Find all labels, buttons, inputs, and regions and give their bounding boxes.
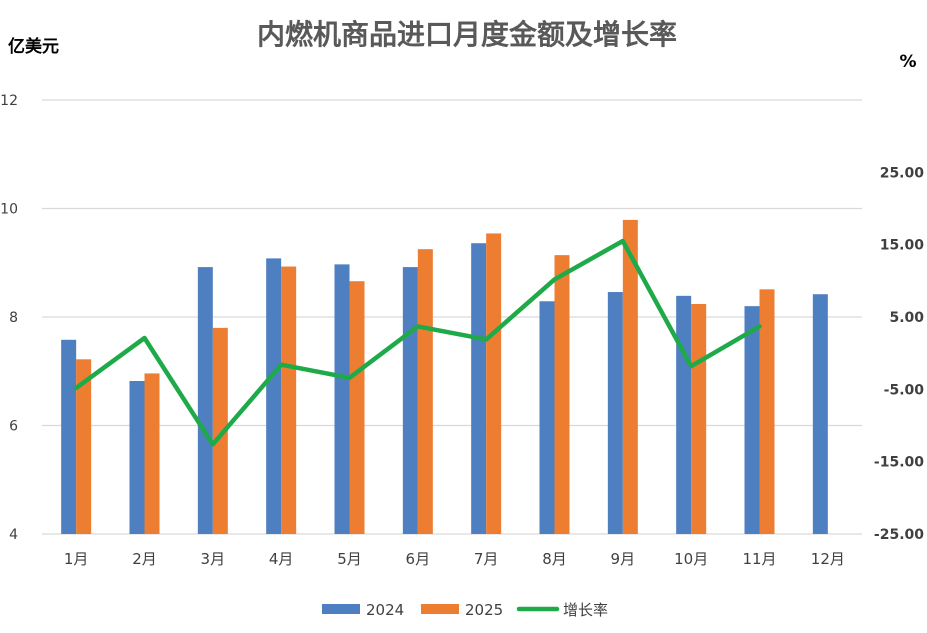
x-tick-label: 10月 bbox=[674, 550, 708, 568]
legend-label-增长率: 增长率 bbox=[563, 601, 608, 619]
bars bbox=[61, 219, 828, 534]
bar-2024-5月 bbox=[334, 264, 350, 534]
legend-label-2025: 2025 bbox=[465, 601, 503, 619]
y2-axis-unit-label: % bbox=[899, 52, 916, 72]
right-axis-ticks: -25.00 -15.00 -5.00 5.00 15.00 25.00 bbox=[874, 165, 924, 543]
x-tick-label: 8月 bbox=[542, 550, 567, 568]
x-tick-label: 11月 bbox=[742, 550, 776, 568]
bar-2025-9月 bbox=[622, 219, 638, 534]
bar-2024-10月 bbox=[676, 295, 692, 534]
bar-2025-11月 bbox=[759, 289, 775, 534]
left-tick-label: 6 bbox=[9, 419, 18, 435]
legend-swatch-2024 bbox=[322, 604, 360, 614]
x-tick-label: 1月 bbox=[64, 550, 89, 568]
x-tick-label: 5月 bbox=[337, 550, 362, 568]
legend-swatch-2025 bbox=[421, 604, 459, 614]
legend: 2024 2025 增长率 bbox=[322, 601, 608, 619]
x-tick-label: 4月 bbox=[269, 550, 294, 568]
right-tick-label: -25.00 bbox=[874, 527, 924, 543]
bar-2024-12月 bbox=[812, 294, 828, 534]
bar-2025-4月 bbox=[281, 266, 297, 534]
bar-2024-1月 bbox=[61, 339, 77, 534]
bar-2024-6月 bbox=[402, 267, 418, 534]
legend-label-2024: 2024 bbox=[366, 601, 404, 619]
right-tick-label: -15.00 bbox=[874, 455, 924, 471]
bar-2025-7月 bbox=[486, 233, 502, 534]
bar-2024-4月 bbox=[266, 258, 282, 534]
gridlines bbox=[42, 99, 862, 535]
right-tick-label: 5.00 bbox=[889, 310, 924, 326]
x-tick-label: 3月 bbox=[201, 550, 226, 568]
bar-2025-8月 bbox=[554, 255, 570, 534]
bar-2024-2月 bbox=[129, 381, 145, 534]
bar-2025-2月 bbox=[144, 373, 160, 534]
left-tick-label: 12 bbox=[0, 93, 18, 109]
bar-2025-5月 bbox=[349, 281, 365, 534]
bar-2024-7月 bbox=[471, 243, 487, 534]
x-tick-label: 7月 bbox=[474, 550, 499, 568]
bar-2025-3月 bbox=[212, 327, 228, 534]
x-tick-label: 9月 bbox=[611, 550, 636, 568]
bar-2025-1月 bbox=[76, 359, 92, 534]
bar-2025-6月 bbox=[417, 249, 433, 534]
x-tick-label: 12月 bbox=[811, 550, 845, 568]
x-axis-ticks: 1月 2月 3月 4月 5月 6月 7月 8月 9月 10月 11月 12月 bbox=[64, 550, 845, 568]
bar-2024-9月 bbox=[607, 292, 623, 534]
left-tick-label: 8 bbox=[9, 310, 18, 326]
left-axis-ticks: 4 6 8 10 12 bbox=[0, 93, 18, 543]
right-tick-label: 25.00 bbox=[880, 165, 925, 181]
right-tick-label: -5.00 bbox=[884, 382, 925, 398]
chart-title: 内燃机商品进口月度金额及增长率 bbox=[257, 18, 677, 51]
bar-2024-3月 bbox=[197, 267, 213, 534]
bar-2024-8月 bbox=[539, 301, 555, 534]
bar-2025-10月 bbox=[691, 303, 707, 534]
bar-2024-11月 bbox=[744, 306, 760, 534]
x-tick-label: 6月 bbox=[406, 550, 431, 568]
left-tick-label: 10 bbox=[0, 202, 18, 218]
growth-line bbox=[73, 238, 762, 447]
line-series-增长率 bbox=[73, 238, 762, 447]
y-axis-unit-label: 亿美元 bbox=[8, 36, 59, 57]
right-tick-label: 15.00 bbox=[880, 238, 925, 254]
x-tick-label: 2月 bbox=[132, 550, 157, 568]
left-tick-label: 4 bbox=[9, 527, 18, 543]
